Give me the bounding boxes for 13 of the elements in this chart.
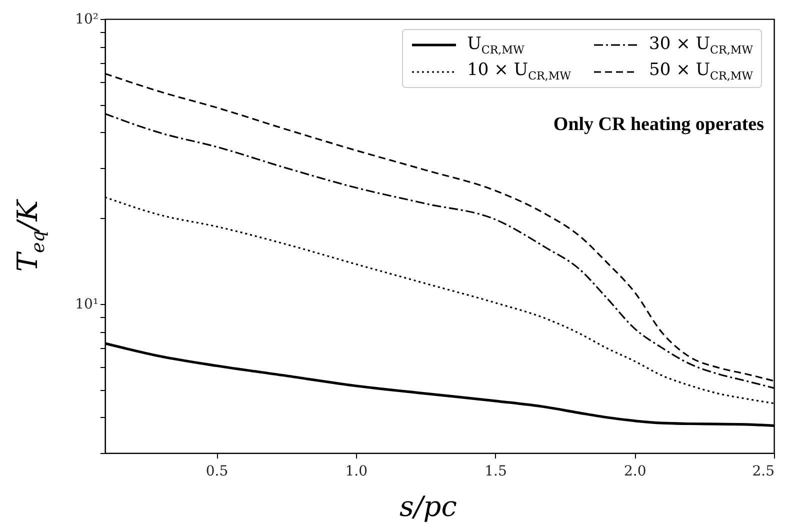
legend-label: U$_{CR,MW}$ bbox=[467, 34, 524, 56]
x-tick-label: 2.0 bbox=[624, 464, 646, 480]
legend-label: 50 × U$_{CR,MW}$ bbox=[649, 60, 753, 83]
x-tick-label: 2.5 bbox=[752, 464, 774, 480]
x-axis-title: s/pc bbox=[400, 490, 457, 523]
legend-label: 30 × U$_{CR,MW}$ bbox=[649, 34, 753, 56]
x-tick-label: 0.5 bbox=[206, 464, 228, 480]
x-tick-label: 1.0 bbox=[345, 464, 368, 480]
annotation: Only CR heating operates bbox=[553, 114, 764, 136]
y-tick-label: 10² bbox=[75, 12, 98, 28]
legend-label: 10 × U$_{CR,MW}$ bbox=[467, 60, 572, 83]
y-tick-label: 10¹ bbox=[75, 296, 98, 312]
x-tick-label: 1.5 bbox=[484, 464, 507, 480]
